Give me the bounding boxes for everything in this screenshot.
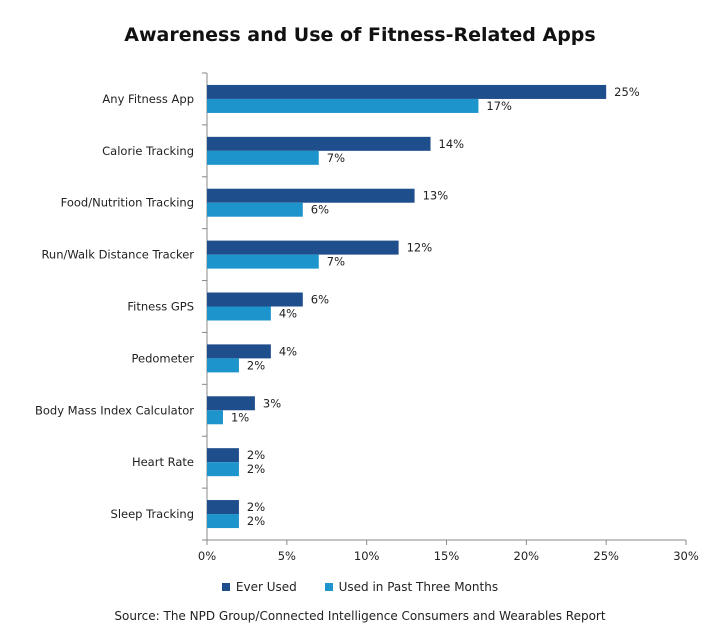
bar-ever-used-fitness-gps [207, 292, 303, 307]
bar-ever-used-any-fitness-app [207, 84, 607, 99]
x-tick-label: 0% [198, 549, 216, 563]
value-label-ever-used-run-walk-distance-tracker: 12% [407, 241, 433, 255]
x-tick-label: 10% [354, 549, 380, 563]
value-label-used-in-past-three-months-sleep-tracking: 2% [247, 514, 265, 528]
bar-used-in-past-three-months-heart-rate [207, 462, 239, 477]
legend-swatch-past-three-months [324, 583, 333, 591]
value-label-used-in-past-three-months-any-fitness-app: 17% [486, 99, 512, 113]
x-tick-label: 5% [278, 549, 296, 563]
value-label-used-in-past-three-months-heart-rate: 2% [247, 462, 265, 476]
value-label-ever-used-food-nutrition-tracking: 13% [423, 189, 449, 203]
value-label-used-in-past-three-months-run-walk-distance-tracker: 7% [327, 255, 345, 269]
category-label-run-walk-distance-tracker: Run/Walk Distance Tracker [41, 248, 194, 262]
x-tick-label: 20% [514, 549, 540, 563]
bar-ever-used-sleep-tracking [207, 500, 239, 515]
bar-ever-used-run-walk-distance-tracker [207, 240, 399, 255]
value-label-used-in-past-three-months-body-mass-index-calculator: 1% [231, 410, 249, 424]
bar-used-in-past-three-months-any-fitness-app [207, 98, 479, 113]
bar-ever-used-food-nutrition-tracking [207, 188, 415, 203]
category-label-body-mass-index-calculator: Body Mass Index Calculator [35, 403, 194, 417]
value-label-ever-used-sleep-tracking: 2% [247, 500, 265, 514]
category-label-food-nutrition-tracking: Food/Nutrition Tracking [61, 196, 194, 210]
value-label-ever-used-calorie-tracking: 14% [439, 137, 465, 151]
bar-ever-used-calorie-tracking [207, 136, 431, 151]
x-tick-label: 15% [434, 549, 460, 563]
value-label-used-in-past-three-months-calorie-tracking: 7% [327, 151, 345, 165]
value-label-ever-used-body-mass-index-calculator: 3% [263, 396, 281, 410]
category-label-heart-rate: Heart Rate [132, 455, 194, 469]
bar-used-in-past-three-months-pedometer [207, 358, 239, 373]
legend-item-ever-used: Ever Used [221, 580, 297, 594]
bar-used-in-past-three-months-food-nutrition-tracking [207, 202, 303, 217]
source-note: Source: The NPD Group/Connected Intellig… [114, 609, 606, 623]
legend: Ever Used Used in Past Three Months [0, 580, 720, 594]
legend-swatch-ever-used [221, 583, 230, 591]
bar-used-in-past-three-months-calorie-tracking [207, 150, 319, 165]
bar-ever-used-pedometer [207, 344, 271, 359]
bar-used-in-past-three-months-sleep-tracking [207, 514, 239, 529]
category-label-calorie-tracking: Calorie Tracking [102, 144, 194, 158]
bar-used-in-past-three-months-fitness-gps [207, 306, 271, 321]
value-label-ever-used-any-fitness-app: 25% [614, 85, 640, 99]
value-label-used-in-past-three-months-food-nutrition-tracking: 6% [311, 203, 329, 217]
value-label-used-in-past-three-months-fitness-gps: 4% [279, 307, 297, 321]
bar-used-in-past-three-months-run-walk-distance-tracker [207, 254, 319, 269]
legend-item-past-three-months: Used in Past Three Months [324, 580, 499, 594]
bar-ever-used-body-mass-index-calculator [207, 396, 255, 411]
bar-used-in-past-three-months-body-mass-index-calculator [207, 410, 223, 425]
value-label-ever-used-pedometer: 4% [279, 344, 297, 358]
value-label-ever-used-heart-rate: 2% [247, 448, 265, 462]
category-label-pedometer: Pedometer [131, 351, 194, 365]
bar-ever-used-heart-rate [207, 448, 239, 463]
x-tick-label: 30% [673, 549, 699, 563]
chart-title: Awareness and Use of Fitness-Related App… [124, 24, 596, 46]
value-label-used-in-past-three-months-pedometer: 2% [247, 358, 265, 372]
category-label-sleep-tracking: Sleep Tracking [111, 507, 194, 521]
category-label-fitness-gps: Fitness GPS [127, 300, 194, 314]
bar-chart: 0% 5% 10% 15% 20% 25% 30% Any Fitness App 25% 17%… [35, 72, 699, 563]
category-label-any-fitness-app: Any Fitness App [102, 92, 194, 106]
legend-label-past-three-months: Used in Past Three Months [338, 580, 499, 594]
legend-label-ever-used: Ever Used [235, 580, 297, 594]
x-tick-label: 25% [593, 549, 619, 563]
value-label-ever-used-fitness-gps: 6% [311, 293, 329, 307]
